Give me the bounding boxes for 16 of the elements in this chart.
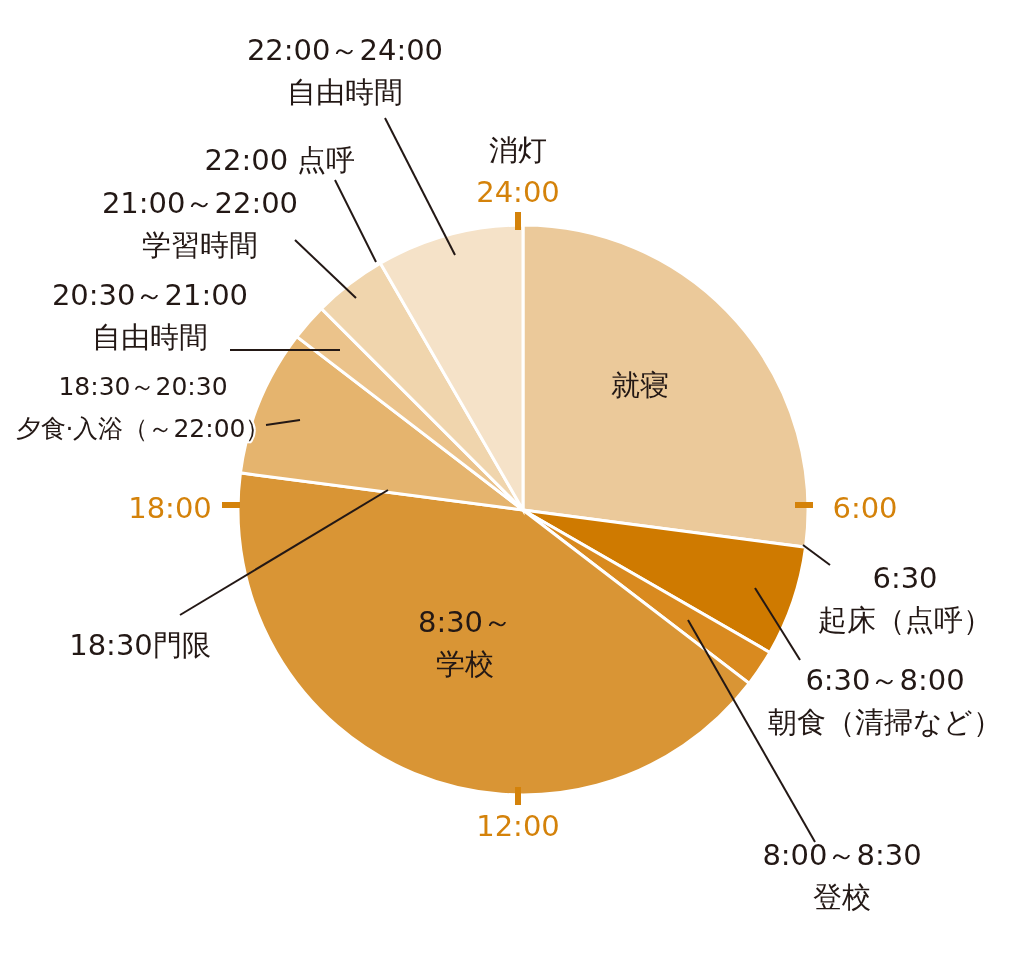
slice-label: 22:00～24:00 自由時間 — [246, 33, 444, 109]
slice-label: 就寝 — [611, 368, 669, 402]
slice-label: 8:00～8:30 登校 — [762, 838, 922, 914]
text: 24:00 — [476, 175, 560, 209]
slice-label: 21:00～22:00 学習時間 — [101, 186, 299, 262]
text: 消灯 — [489, 133, 547, 167]
slice-label: 8:30～学校 — [417, 605, 513, 681]
text: 6:30 起床（点呼） — [818, 561, 992, 637]
text: 18:00 — [128, 491, 212, 525]
slice-label: 18:30～20:30 夕食·入浴（～22:00） — [15, 372, 271, 443]
slice-label: 20:30～21:00 自由時間 — [51, 278, 249, 354]
text: 12:00 — [476, 809, 560, 843]
text: 18:30門限 — [69, 628, 211, 662]
text: 6:00 — [832, 491, 898, 525]
text: 22:00 点呼 — [204, 143, 356, 177]
slice-label: 6:30～8:00 朝食（清掃など） — [768, 663, 1002, 739]
